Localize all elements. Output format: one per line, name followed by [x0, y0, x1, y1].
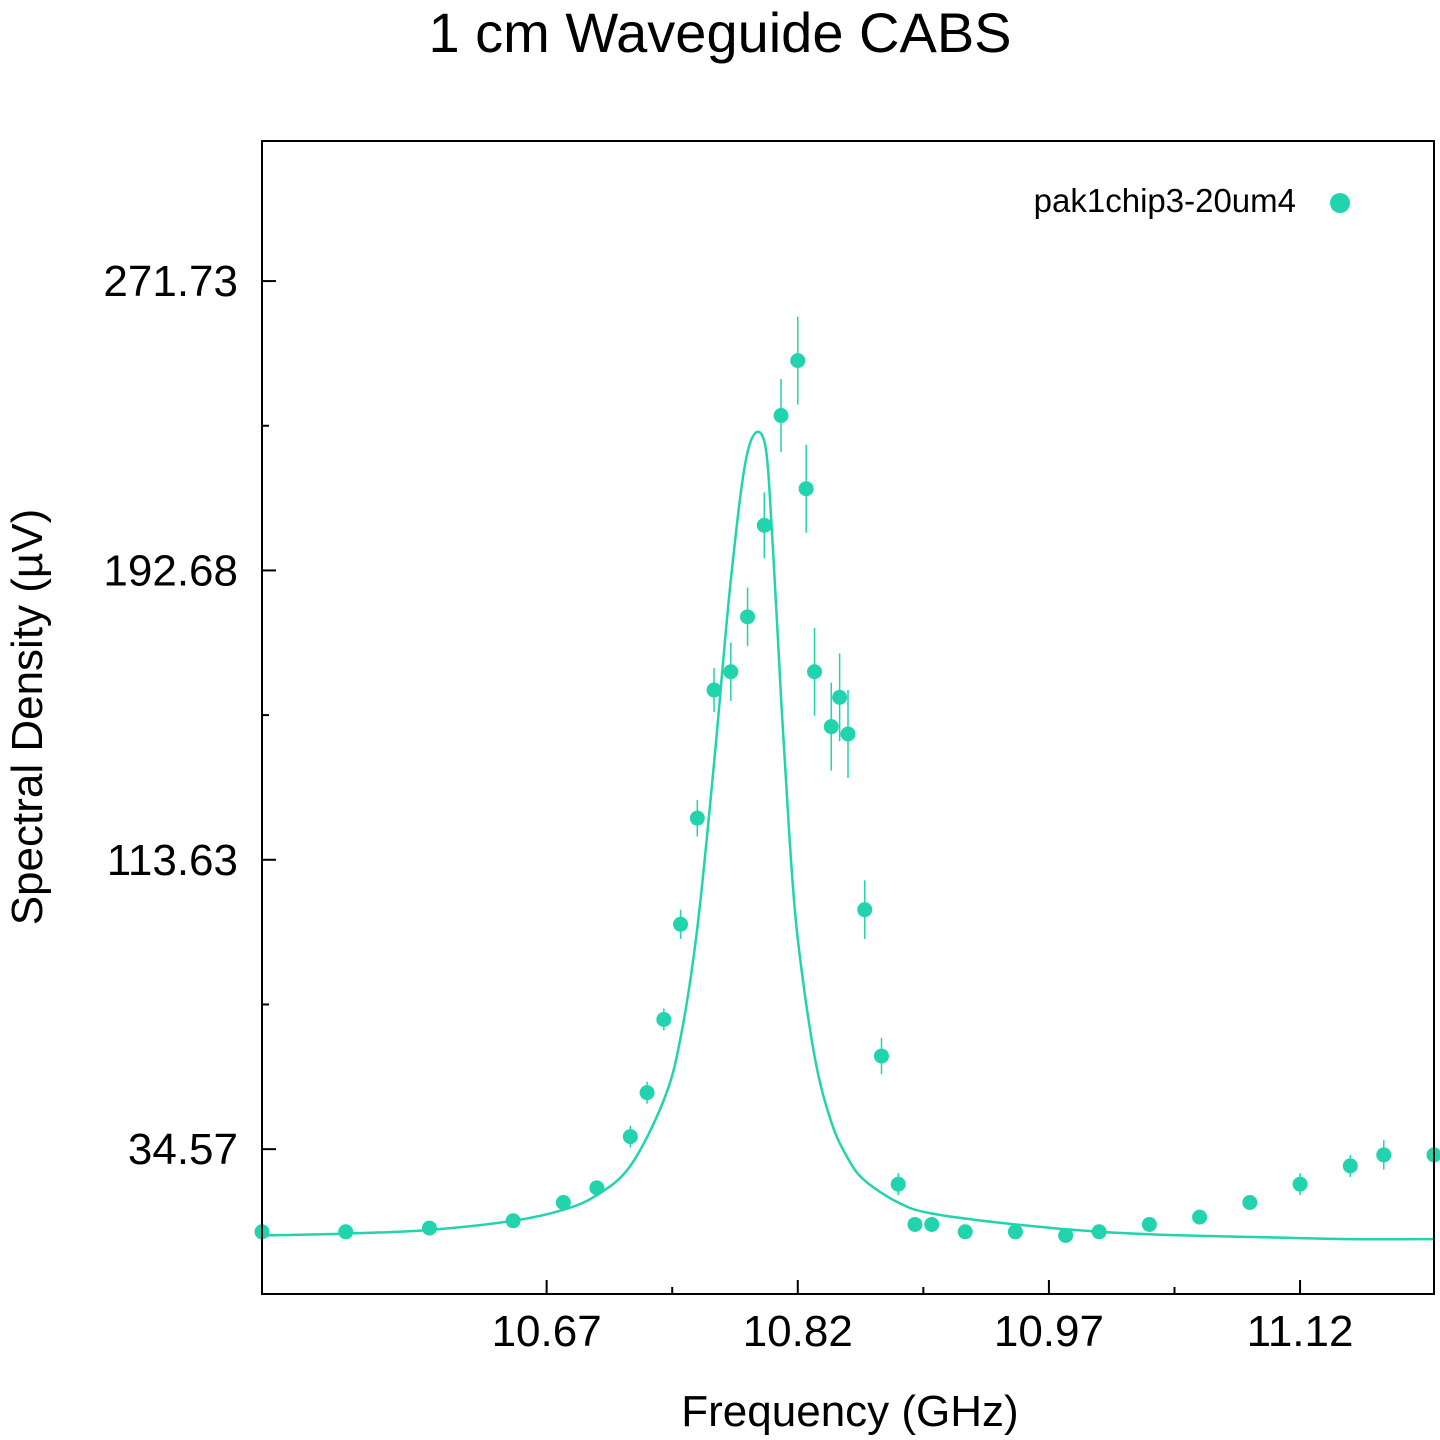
x-tick-label: 10.67	[492, 1307, 602, 1356]
data-marker	[798, 481, 814, 497]
legend-label: pak1chip3-20um4	[1034, 182, 1296, 219]
data-point	[907, 1216, 923, 1232]
data-marker	[857, 902, 873, 918]
data-marker	[740, 609, 756, 625]
plot-frame	[261, 140, 1435, 1295]
y-tick-label: 34.57	[128, 1125, 238, 1174]
data-marker	[689, 810, 705, 826]
data-point	[957, 1224, 973, 1240]
data-marker	[656, 1011, 672, 1027]
data-marker	[1007, 1224, 1023, 1240]
data-marker	[723, 664, 739, 680]
data-marker	[1192, 1209, 1208, 1225]
data-marker	[1342, 1158, 1358, 1174]
data-marker	[840, 726, 856, 742]
data-point	[832, 653, 848, 742]
data-point	[790, 316, 806, 405]
data-point	[924, 1216, 940, 1232]
data-marker	[1292, 1176, 1308, 1192]
data-point	[505, 1213, 521, 1229]
data-point	[723, 642, 739, 702]
data-marker	[589, 1180, 605, 1196]
data-marker	[1242, 1194, 1258, 1210]
legend-marker	[1330, 193, 1350, 213]
data-marker	[673, 916, 689, 932]
fit-line	[261, 430, 1435, 1241]
y-axis-title: Spectral Density (µV)	[3, 509, 52, 926]
x-axis-title: Frequency (GHz)	[681, 1387, 1018, 1436]
data-point	[890, 1173, 906, 1196]
data-point	[807, 627, 823, 716]
data-marker	[873, 1048, 889, 1064]
data-marker	[1091, 1224, 1107, 1240]
data-marker	[555, 1194, 571, 1210]
data-point	[338, 1224, 354, 1240]
data-point	[756, 492, 772, 559]
data-point	[1342, 1154, 1358, 1177]
data-point	[1376, 1140, 1392, 1170]
x-tick-label: 10.97	[994, 1307, 1104, 1356]
data-point	[840, 690, 856, 778]
data-marker	[421, 1220, 437, 1236]
chart-title: 1 cm Waveguide CABS	[428, 1, 1011, 64]
data-marker	[773, 408, 789, 424]
data-point	[689, 799, 705, 837]
data-point	[1192, 1209, 1208, 1225]
data-point	[706, 668, 722, 713]
data-marker	[924, 1216, 940, 1232]
data-point	[589, 1180, 605, 1196]
data-marker	[823, 719, 839, 735]
x-tick-label: 10.82	[743, 1307, 853, 1356]
data-point	[1292, 1173, 1308, 1196]
data-point	[1091, 1224, 1107, 1240]
data-point	[823, 682, 839, 771]
data-marker	[957, 1224, 973, 1240]
data-point	[1058, 1227, 1074, 1243]
axes: 10.67 10.82 10.97 11.12 34.57 113.63 192.68 271…	[103, 257, 1353, 1356]
data-marker	[756, 517, 772, 533]
data-marker	[706, 682, 722, 698]
data-marker	[622, 1129, 638, 1145]
data-point	[773, 378, 789, 453]
data-marker	[907, 1216, 923, 1232]
data-point	[656, 1008, 672, 1031]
data-marker	[338, 1224, 354, 1240]
data-point	[622, 1125, 638, 1148]
data-point	[673, 909, 689, 939]
data-marker	[807, 664, 823, 680]
data-point	[555, 1194, 571, 1210]
x-tick-label: 11.12	[1247, 1307, 1354, 1356]
data-marker	[790, 353, 806, 369]
data-point	[873, 1037, 889, 1075]
y-tick-label: 271.73	[103, 257, 238, 306]
data-point	[857, 880, 873, 939]
data-marker	[1376, 1147, 1392, 1163]
data-point	[740, 587, 756, 647]
data-point	[798, 444, 814, 533]
data-marker	[639, 1085, 655, 1101]
plot-area	[254, 316, 1440, 1243]
data-marker	[890, 1176, 906, 1192]
data-point	[421, 1220, 437, 1236]
y-tick-label: 113.63	[107, 836, 238, 885]
data-marker	[1141, 1216, 1157, 1232]
data-marker	[832, 689, 848, 705]
data-point	[639, 1081, 655, 1104]
y-tick-label: 192.68	[103, 546, 238, 595]
data-point	[1242, 1194, 1258, 1210]
data-point	[1141, 1216, 1157, 1232]
data-marker	[1058, 1227, 1074, 1243]
data-marker	[505, 1213, 521, 1229]
data-point	[1007, 1224, 1023, 1240]
